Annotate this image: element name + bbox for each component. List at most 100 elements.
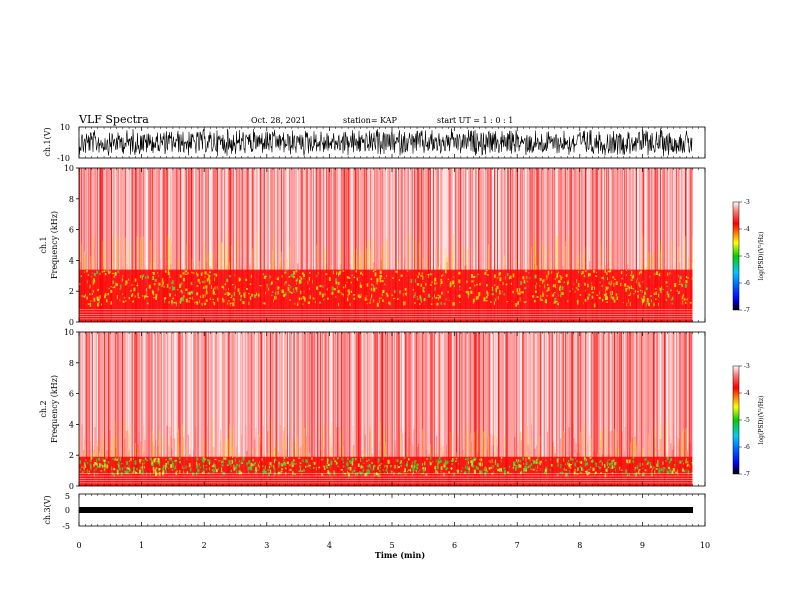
spectrogram-speckle [250,463,253,467]
spectrogram-streak [435,332,437,427]
spectrogram-speckle [496,285,499,289]
spectrogram-streak [606,168,607,322]
spectrogram-streak [419,332,421,482]
spectrogram-streak [270,332,271,486]
spectrogram-speckle [539,461,541,466]
spectrogram-streak [409,168,411,307]
spectrogram-streak [572,332,574,486]
spectrogram-speckle [686,464,688,467]
spectrogram-speckle [455,459,457,462]
spectrogram-streak [629,332,631,486]
spectrogram-streak [105,332,107,486]
spectrogram-streak [199,332,201,460]
spectrogram-speckle [218,460,221,462]
spectrogram-streak [400,168,401,322]
spectrogram-spike [538,453,539,457]
spectrogram-speckle [381,280,384,283]
spectrogram-speckle [242,292,245,297]
spectrogram-speckle [438,460,440,464]
spectrogram-speckle [563,281,565,283]
spectrogram-streak [201,168,202,322]
spectrogram-streak [167,168,168,322]
spectrogram-speckle [670,457,673,462]
spectrogram-speckle [248,471,249,474]
spectrogram-spike [520,431,521,457]
spectrogram-streak [437,168,439,322]
spectrogram-streak [170,168,172,264]
spectrogram-spike [583,424,585,457]
spectrogram-speckle [453,302,456,306]
spectrogram-streak [247,332,249,486]
spectrogram-speckle [208,282,211,285]
spectrogram-streak [552,332,554,440]
spectrogram-speckle [422,467,425,470]
spectrogram-speckle [420,297,422,301]
spectrogram-spike [648,252,649,270]
spectrogram-speckle [371,462,373,464]
spectrogram-streak [690,168,692,322]
spectrogram-speckle [197,469,200,473]
spectrogram-speckle [356,277,358,280]
spectrogram-speckle [372,468,375,471]
spectrogram-speckle [434,281,436,284]
spectrogram-speckle [497,277,498,279]
spectrogram-speckle [607,286,609,289]
spectrogram-streak [611,168,612,322]
spectrogram-spike [370,249,371,270]
spectrogram-speckle [188,300,190,303]
spectrogram-spike [488,435,489,457]
spectrogram-streak [117,332,119,486]
spectrogram-speckle [527,456,530,460]
spectrogram-speckle [560,464,562,468]
spectrogram-speckle [446,467,449,469]
spectrogram-streak [438,332,440,486]
spectrogram-speckle [116,458,119,461]
spectrogram-speckle [123,296,126,299]
spectrogram-streak [182,168,184,310]
spectrogram-spike [365,453,366,457]
spectrogram-streak [628,332,630,462]
spectrogram-streak [134,332,136,486]
spectrogram-streak [181,168,183,280]
spectrogram-speckle [484,466,486,469]
spectrogram-streak [231,332,233,486]
spectrogram-speckle [540,467,541,472]
spectrogram-speckle [557,458,560,460]
spectrogram-streak [127,168,129,271]
spectrogram-speckle [524,287,527,289]
spectrogram-speckle [261,458,263,461]
spectrogram-speckle [233,467,236,471]
spectrogram-streak [637,168,640,311]
spectrogram-speckle [560,276,562,281]
spectrogram-streak [555,332,556,441]
spectrogram-streak [338,168,340,276]
figure-date: Oct. 28, 2021 [251,116,306,125]
spectrogram-streak [157,332,158,486]
spectrogram-speckle [188,291,191,296]
spectrogram-speckle [691,462,694,464]
spectrogram-streak [138,332,140,486]
spectrogram-spike [199,260,200,270]
spectrogram-speckle [630,285,632,289]
spectrogram-streak [525,168,527,316]
spectrogram-streak [585,332,586,486]
spectrogram-streak [332,332,334,486]
spectrogram-speckle [319,301,321,304]
spectrogram-streak [597,168,598,322]
spectrogram-speckle [466,466,469,470]
spectrogram-streak [384,332,386,486]
spectrogram-speckle [527,466,529,468]
spectrogram-streak [174,332,176,439]
spectrogram-streak [327,332,329,486]
spectrogram-speckle [331,286,334,291]
spectrogram-speckle [404,288,407,291]
spectrogram-speckle [298,470,301,472]
spectrogram-streak [157,332,159,446]
spectrogram-speckle [686,298,688,301]
spectrogram-streak [84,168,86,274]
spectrogram-speckle [533,462,534,465]
spectrogram-streak [513,168,515,314]
spectrogram-spike [150,240,151,270]
spectrogram-streak [199,168,200,322]
spectrogram-streak [658,332,660,475]
